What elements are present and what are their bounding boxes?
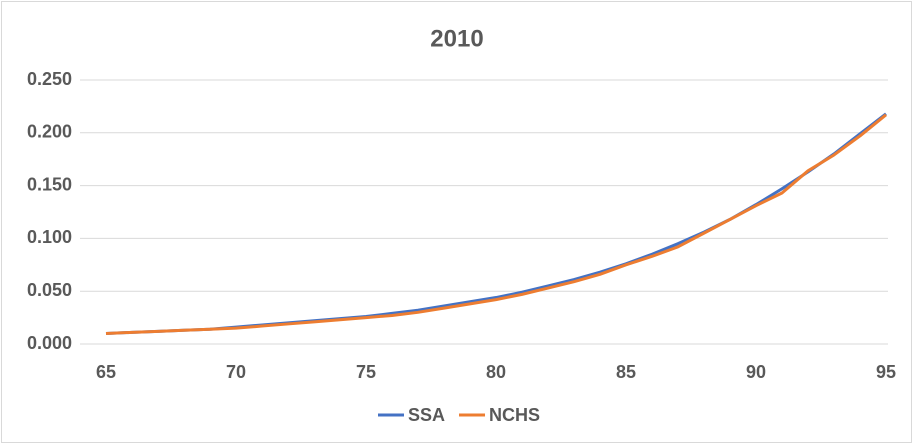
x-tick-label: 95	[876, 362, 896, 382]
y-tick-label: 0.200	[27, 122, 72, 142]
legend-label: SSA	[408, 405, 445, 425]
x-tick-label: 85	[616, 362, 636, 382]
chart-title: 2010	[430, 25, 483, 52]
y-tick-label: 0.050	[27, 280, 72, 300]
x-tick-label: 65	[96, 362, 116, 382]
x-tick-label: 70	[226, 362, 246, 382]
y-tick-label: 0.250	[27, 69, 72, 89]
x-tick-label: 90	[746, 362, 766, 382]
x-tick-label: 80	[486, 362, 506, 382]
y-tick-label: 0.000	[27, 333, 72, 353]
y-tick-label: 0.150	[27, 174, 72, 194]
y-tick-label: 0.100	[27, 227, 72, 247]
legend-label: NCHS	[489, 405, 540, 425]
x-tick-label: 75	[356, 362, 376, 382]
line-series	[105, 113, 887, 335]
